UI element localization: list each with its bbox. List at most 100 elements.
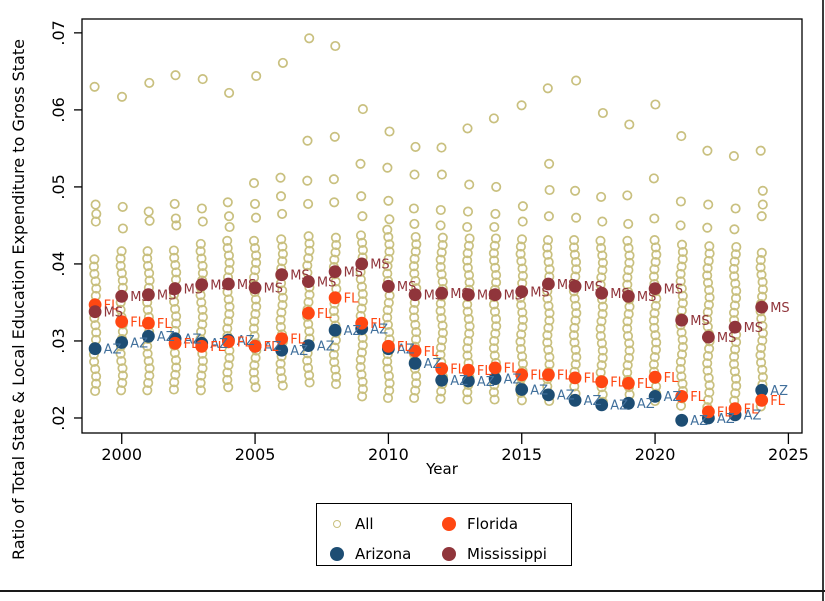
all-point bbox=[143, 355, 154, 367]
all-point bbox=[90, 216, 101, 227]
arizona-marker-label: AZ bbox=[477, 375, 495, 390]
all-point bbox=[648, 359, 659, 370]
all-point bbox=[195, 238, 206, 249]
all-point bbox=[596, 338, 607, 349]
all-point bbox=[410, 231, 421, 243]
all-point bbox=[569, 249, 580, 260]
all-point bbox=[703, 255, 714, 266]
all-point bbox=[730, 278, 741, 289]
all-point bbox=[489, 255, 500, 266]
all-point bbox=[489, 335, 500, 347]
all-point bbox=[275, 172, 286, 183]
legend-label-arizona: Arizona bbox=[355, 544, 412, 563]
all-point bbox=[251, 70, 262, 82]
all-point bbox=[649, 213, 660, 224]
arizona-point bbox=[115, 336, 129, 349]
all-point bbox=[224, 301, 235, 312]
arizona-point bbox=[435, 373, 449, 387]
florida-marker-label: FL bbox=[424, 345, 439, 360]
all-point bbox=[249, 316, 260, 327]
florida-marker-label: FL bbox=[637, 377, 652, 392]
all-point bbox=[488, 113, 499, 124]
all-point bbox=[516, 300, 527, 311]
all-point bbox=[302, 260, 313, 271]
all-point bbox=[409, 253, 420, 264]
all-point bbox=[757, 199, 768, 210]
all-hollow-circle-icon bbox=[330, 517, 344, 531]
all-point bbox=[436, 313, 447, 324]
all-point bbox=[516, 100, 527, 111]
all-point bbox=[222, 367, 233, 378]
all-point bbox=[90, 385, 101, 397]
all-point bbox=[250, 294, 261, 305]
all-point bbox=[516, 234, 528, 245]
all-point bbox=[117, 370, 128, 381]
all-point bbox=[675, 268, 686, 279]
all-point bbox=[624, 345, 635, 356]
all-point bbox=[491, 277, 502, 288]
florida-marker-label: FL bbox=[397, 340, 412, 355]
mississippi-point bbox=[195, 278, 209, 292]
all-point bbox=[248, 178, 260, 189]
florida-point bbox=[622, 376, 635, 390]
all-point bbox=[116, 355, 127, 367]
all-point bbox=[276, 234, 287, 245]
all-point bbox=[650, 99, 661, 110]
y-tick-label: .05 bbox=[49, 174, 68, 199]
all-point bbox=[462, 343, 473, 354]
all-point bbox=[276, 307, 287, 318]
all-point bbox=[730, 373, 742, 384]
all-point bbox=[195, 377, 206, 388]
x-tick-label: 2020 bbox=[635, 445, 676, 464]
all-point bbox=[195, 385, 206, 396]
all-point bbox=[331, 240, 342, 251]
all-point bbox=[515, 336, 526, 347]
florida-marker-label: FL bbox=[610, 376, 625, 391]
all-point bbox=[277, 208, 288, 219]
all-point bbox=[677, 334, 688, 345]
florida-marker-label: FL bbox=[584, 372, 599, 387]
all-point bbox=[676, 349, 688, 360]
all-point bbox=[329, 342, 340, 353]
arizona-point bbox=[595, 398, 609, 412]
all-point bbox=[248, 367, 259, 378]
florida-marker-label: FL bbox=[104, 299, 119, 314]
legend-box: All Florida Arizona Mississippi bbox=[316, 503, 572, 566]
florida-point bbox=[195, 339, 209, 353]
all-point bbox=[115, 304, 126, 315]
all-point bbox=[703, 199, 714, 210]
all-point bbox=[330, 247, 341, 258]
all-point bbox=[382, 312, 393, 323]
all-point bbox=[624, 119, 635, 130]
all-point bbox=[464, 277, 475, 288]
all-point bbox=[702, 314, 713, 325]
all-point bbox=[408, 261, 419, 272]
florida-point bbox=[488, 361, 502, 375]
florida-marker-label: FL bbox=[130, 316, 145, 331]
all-point bbox=[597, 345, 608, 356]
mississippi-point bbox=[115, 289, 129, 303]
mississippi-marker-label: MS bbox=[344, 265, 363, 280]
all-point bbox=[409, 169, 420, 180]
arizona-marker-label: AZ bbox=[584, 394, 602, 409]
florida-marker-label: FL bbox=[344, 292, 359, 307]
all-point bbox=[302, 362, 314, 373]
all-point bbox=[756, 211, 767, 222]
all-point bbox=[675, 220, 686, 231]
all-point bbox=[383, 231, 394, 243]
legend-item-florida: Florida bbox=[442, 513, 571, 536]
all-point bbox=[115, 260, 126, 271]
all-point bbox=[248, 323, 259, 334]
all-point bbox=[517, 314, 528, 325]
all-point bbox=[462, 255, 473, 266]
all-point bbox=[757, 320, 768, 331]
all-point bbox=[171, 220, 182, 231]
florida-marker-label: FL bbox=[264, 340, 279, 355]
arizona-point bbox=[142, 329, 155, 343]
all-point bbox=[357, 376, 368, 387]
all-point bbox=[597, 250, 608, 261]
all-point bbox=[197, 216, 208, 227]
florida-point bbox=[595, 375, 609, 389]
all-point bbox=[650, 344, 661, 355]
all-point bbox=[384, 378, 395, 389]
